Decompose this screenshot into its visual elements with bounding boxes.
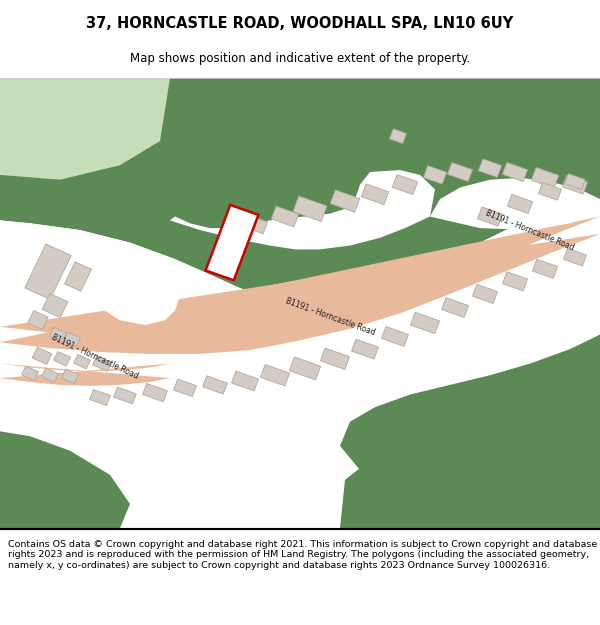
Text: B1191 - Horncastle Road: B1191 - Horncastle Road bbox=[50, 332, 140, 381]
Polygon shape bbox=[289, 357, 321, 380]
Polygon shape bbox=[0, 78, 170, 180]
Polygon shape bbox=[271, 206, 299, 227]
Polygon shape bbox=[42, 294, 68, 318]
Polygon shape bbox=[565, 174, 586, 189]
Polygon shape bbox=[206, 205, 259, 281]
Polygon shape bbox=[442, 298, 469, 318]
Polygon shape bbox=[340, 334, 600, 528]
Polygon shape bbox=[410, 312, 440, 334]
Polygon shape bbox=[114, 388, 136, 404]
Polygon shape bbox=[25, 244, 71, 299]
Polygon shape bbox=[361, 184, 389, 204]
Polygon shape bbox=[0, 199, 600, 528]
Polygon shape bbox=[472, 284, 497, 304]
Polygon shape bbox=[32, 348, 52, 364]
Polygon shape bbox=[448, 162, 473, 181]
Polygon shape bbox=[532, 259, 557, 278]
Polygon shape bbox=[74, 354, 91, 369]
Polygon shape bbox=[92, 356, 112, 371]
Polygon shape bbox=[293, 196, 327, 221]
Polygon shape bbox=[232, 371, 259, 391]
Polygon shape bbox=[424, 166, 446, 184]
Polygon shape bbox=[203, 376, 227, 394]
Polygon shape bbox=[28, 311, 48, 329]
Polygon shape bbox=[90, 267, 175, 325]
Text: 37, HORNCASTLE ROAD, WOODHALL SPA, LN10 6UY: 37, HORNCASTLE ROAD, WOODHALL SPA, LN10 … bbox=[86, 16, 514, 31]
Text: Map shows position and indicative extent of the property.: Map shows position and indicative extent… bbox=[130, 52, 470, 65]
Polygon shape bbox=[170, 170, 435, 249]
Polygon shape bbox=[242, 215, 268, 234]
Polygon shape bbox=[532, 168, 559, 188]
Polygon shape bbox=[65, 262, 91, 291]
Polygon shape bbox=[563, 248, 586, 266]
Polygon shape bbox=[330, 190, 360, 212]
Polygon shape bbox=[41, 368, 58, 382]
Polygon shape bbox=[50, 328, 67, 342]
Polygon shape bbox=[260, 364, 290, 386]
Text: B1191 - Horncastle Road: B1191 - Horncastle Road bbox=[284, 297, 376, 338]
Polygon shape bbox=[539, 182, 562, 200]
Polygon shape bbox=[89, 389, 110, 406]
Polygon shape bbox=[22, 366, 38, 381]
Polygon shape bbox=[562, 175, 587, 194]
Polygon shape bbox=[0, 431, 130, 528]
Text: Contains OS data © Crown copyright and database right 2021. This information is : Contains OS data © Crown copyright and d… bbox=[8, 540, 597, 569]
Polygon shape bbox=[392, 174, 418, 194]
Polygon shape bbox=[143, 384, 167, 402]
Polygon shape bbox=[0, 216, 600, 354]
Polygon shape bbox=[382, 327, 409, 346]
Polygon shape bbox=[72, 242, 180, 325]
Polygon shape bbox=[0, 78, 600, 301]
Polygon shape bbox=[478, 207, 503, 226]
Text: B1191 - Horncastle Road: B1191 - Horncastle Road bbox=[484, 208, 575, 252]
Polygon shape bbox=[478, 159, 502, 177]
Polygon shape bbox=[173, 379, 196, 397]
Polygon shape bbox=[0, 364, 170, 386]
Polygon shape bbox=[502, 272, 527, 291]
Polygon shape bbox=[389, 129, 406, 144]
Polygon shape bbox=[340, 456, 500, 528]
Polygon shape bbox=[62, 369, 79, 384]
Polygon shape bbox=[352, 339, 379, 359]
Polygon shape bbox=[508, 194, 533, 214]
Polygon shape bbox=[430, 177, 600, 230]
Polygon shape bbox=[64, 332, 80, 347]
Polygon shape bbox=[320, 348, 350, 369]
Polygon shape bbox=[502, 162, 527, 181]
Polygon shape bbox=[53, 351, 70, 366]
